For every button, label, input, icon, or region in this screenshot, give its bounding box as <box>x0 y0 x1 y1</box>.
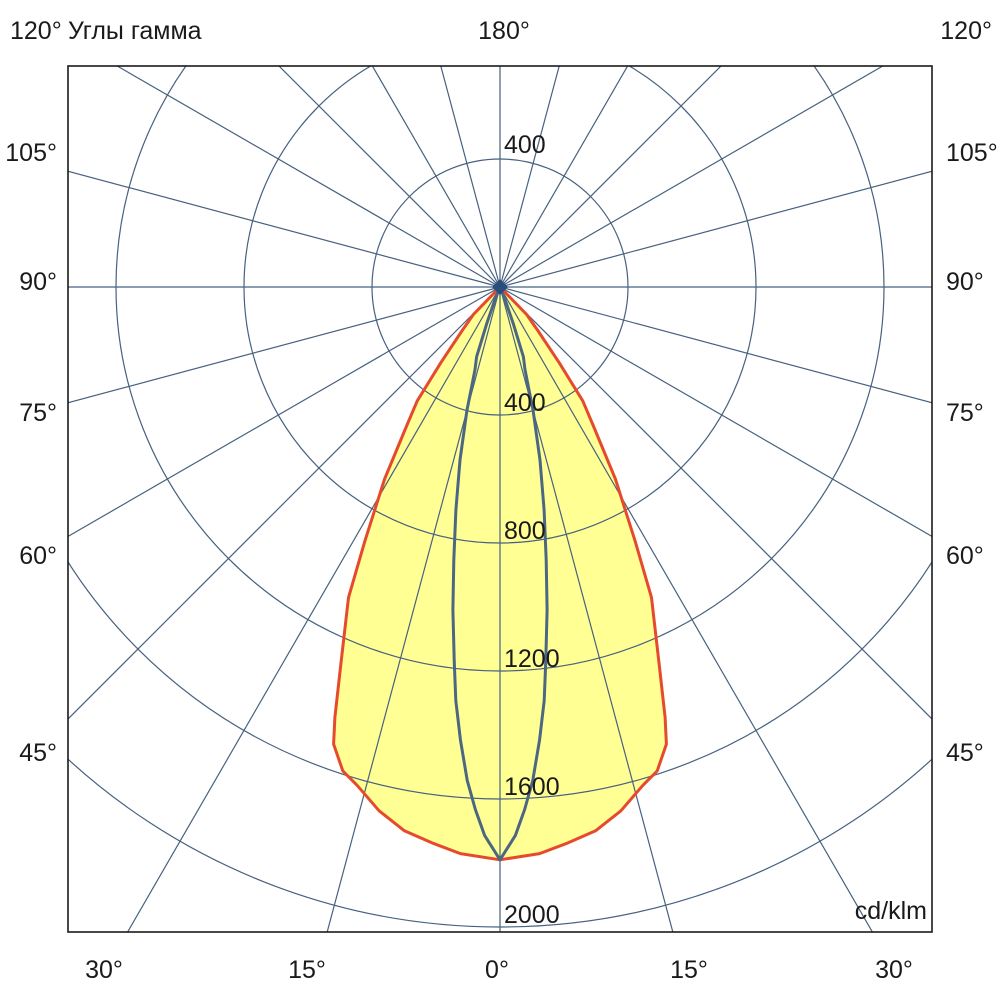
corner-angle-label-top-right: 120° <box>940 17 992 45</box>
side-angle-label-left: 105° <box>5 139 57 167</box>
intensity-rings <box>68 66 932 928</box>
side-axis-labels: 105° 105° 90° 90° 75° 75° 60° 60° 45° 45° <box>5 139 997 767</box>
gamma-line <box>371 66 501 288</box>
intensity-ring <box>243 66 757 544</box>
bottom-axis-labels: 30° 15° 0° 15° 30° <box>85 956 913 984</box>
side-angle-label-right: 45° <box>946 739 984 767</box>
side-angle-label-left: 45° <box>19 739 57 767</box>
ring-value-label: 2000 <box>504 901 560 929</box>
gamma-line <box>68 170 501 288</box>
bottom-angle-label: 15° <box>670 956 708 984</box>
corner-angle-label-top-left: 120° <box>10 17 62 45</box>
ring-value-label-above: 400 <box>504 131 546 159</box>
side-angle-label-right: 60° <box>946 542 984 570</box>
gamma-line <box>499 286 932 538</box>
polar-center-dot <box>492 279 508 295</box>
gamma-line <box>116 66 501 288</box>
gamma-line <box>499 66 560 288</box>
gamma-line <box>499 66 884 288</box>
plot-border <box>67 65 933 933</box>
ring-value-label: 1600 <box>504 773 560 801</box>
intensity-ring <box>371 158 629 416</box>
bottom-angle-label: 15° <box>288 956 326 984</box>
gamma-line <box>68 286 501 538</box>
bottom-angle-label: 30° <box>85 956 123 984</box>
gamma-line <box>499 66 629 288</box>
gamma-line <box>499 286 874 932</box>
gamma-line <box>499 286 932 404</box>
ring-value-label: 400 <box>504 389 546 417</box>
gamma-line <box>278 66 501 288</box>
gamma-line <box>499 286 674 932</box>
intensity-ring <box>68 758 932 928</box>
unit-label: cd/klm <box>854 897 927 925</box>
side-angle-label-left: 60° <box>19 542 57 570</box>
bottom-angle-label: 0° <box>485 956 509 984</box>
side-angle-label-left: 90° <box>19 268 57 296</box>
side-angle-label-left: 75° <box>19 399 57 427</box>
ring-value-label: 800 <box>504 517 546 545</box>
intensity-ring <box>68 560 932 800</box>
side-angle-label-right: 105° <box>946 139 998 167</box>
side-angle-label-right: 90° <box>946 268 984 296</box>
chart-title: Углы гамма <box>68 17 202 45</box>
gamma-line <box>499 66 722 288</box>
ring-labels: 400 800 1200 1600 2000 400 <box>504 131 560 929</box>
gamma-line <box>499 170 932 288</box>
gamma-line <box>126 286 501 932</box>
intensity-ring <box>115 66 885 672</box>
gamma-line <box>326 286 501 932</box>
gamma-line <box>68 286 501 404</box>
side-angle-label-right: 75° <box>946 399 984 427</box>
bottom-angle-label: 30° <box>875 956 913 984</box>
gamma-line <box>440 66 501 288</box>
gamma-line <box>68 286 501 720</box>
gamma-line <box>499 286 932 720</box>
corner-angle-label-top-center: 180° <box>478 17 530 45</box>
ring-value-label: 1200 <box>504 645 560 673</box>
